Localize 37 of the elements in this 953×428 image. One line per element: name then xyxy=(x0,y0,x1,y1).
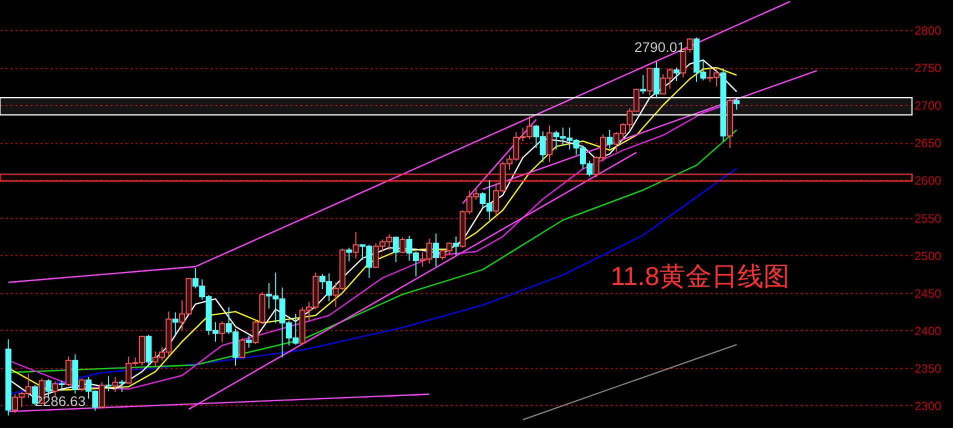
candlestick xyxy=(352,232,359,259)
y-tick-label: 2700 xyxy=(914,98,942,113)
candlestick xyxy=(606,129,613,150)
y-tick-label: 2300 xyxy=(914,398,942,413)
y-tick-label: 2750 xyxy=(914,61,942,76)
candlestick xyxy=(346,247,352,262)
y-tick-label: 2400 xyxy=(914,324,942,338)
candlestick xyxy=(400,236,406,254)
candlestick xyxy=(392,236,399,263)
y-tick-label: 2650 xyxy=(914,136,942,150)
y-tick-label: 2500 xyxy=(914,248,942,263)
y-tick-label: 2800 xyxy=(914,24,942,38)
y-tick-label: 2600 xyxy=(914,174,942,188)
candlestick xyxy=(78,378,85,392)
candlestick xyxy=(246,335,252,348)
candlestick xyxy=(640,74,646,94)
annotation: 2790.01 xyxy=(634,39,686,55)
candlestick xyxy=(98,382,105,408)
text: 11.8黄金日线图 xyxy=(610,261,790,291)
candlestick xyxy=(546,124,553,163)
y-tick-label: 2450 xyxy=(914,286,942,300)
candlestick xyxy=(646,68,653,96)
candlestick xyxy=(172,312,178,337)
candlestick xyxy=(673,67,680,82)
candlestick xyxy=(106,376,112,392)
candlestick xyxy=(112,376,118,392)
candlestick xyxy=(52,380,58,398)
y-tick-label: 2350 xyxy=(914,361,942,376)
y-tick-label: 2550 xyxy=(914,211,942,226)
candlestick xyxy=(453,236,459,256)
candlestick xyxy=(734,97,740,110)
candlestick xyxy=(239,337,246,358)
candlestick xyxy=(432,233,439,268)
candlestick xyxy=(219,320,226,343)
candlestick xyxy=(45,378,52,398)
candlestick xyxy=(118,379,125,392)
annotation: 2286.63 xyxy=(35,393,86,409)
